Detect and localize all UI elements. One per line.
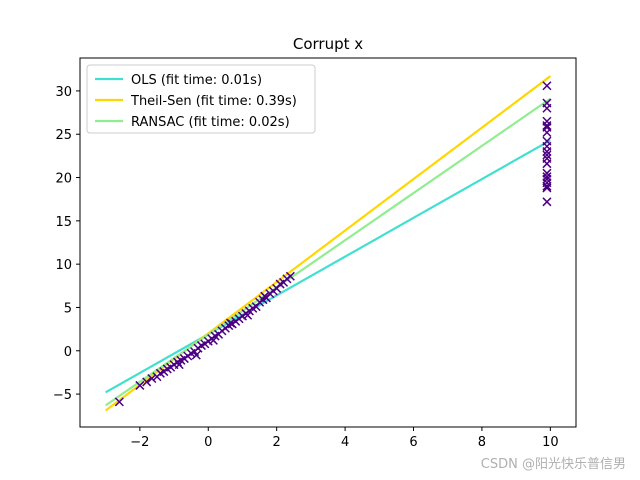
data-points bbox=[114, 81, 552, 407]
y-tick-label: 5 bbox=[64, 301, 72, 316]
fit-lines bbox=[104, 75, 552, 412]
y-tick-label: 0 bbox=[64, 345, 72, 360]
inlier-point bbox=[225, 318, 236, 328]
legend-label: Theil-Sen (fit time: 0.39s) bbox=[130, 94, 297, 109]
x-tick-label: 0 bbox=[204, 435, 212, 450]
y-tick-label: −5 bbox=[53, 388, 72, 403]
inlier-point bbox=[285, 271, 295, 281]
outlier-point bbox=[542, 181, 552, 191]
y-tick-label: 30 bbox=[55, 85, 72, 100]
legend-box bbox=[86, 64, 316, 134]
x-tick-label: 8 bbox=[478, 435, 486, 450]
outlier-point bbox=[542, 127, 552, 138]
plot-frame bbox=[79, 57, 577, 428]
inlier-point bbox=[191, 350, 201, 360]
outlier-point bbox=[542, 159, 552, 169]
outlier-point bbox=[542, 174, 552, 184]
x-axis-ticks: −2 0 2 4 6 8 10 bbox=[130, 427, 559, 450]
outlier-point bbox=[542, 81, 552, 91]
outlier-point bbox=[542, 147, 552, 157]
x-tick-label: 6 bbox=[409, 435, 417, 450]
inlier-point bbox=[260, 291, 270, 301]
legend: OLS (fit time: 0.01s) Theil-Sen (fit time… bbox=[86, 64, 316, 134]
inlier-point bbox=[147, 373, 157, 384]
outlier-point bbox=[542, 150, 552, 160]
x-tick-label: 4 bbox=[341, 435, 349, 450]
outlier-point bbox=[542, 103, 552, 113]
y-axis-ticks: −5 0 5 10 15 20 25 30 bbox=[53, 85, 80, 403]
x-tick-label: 10 bbox=[542, 435, 559, 450]
fit-line-ols bbox=[105, 139, 551, 394]
legend-label: RANSAC (fit time: 0.02s) bbox=[131, 115, 290, 130]
inlier-point bbox=[114, 397, 124, 407]
inlier-point bbox=[142, 377, 152, 387]
chart-title: Corrupt x bbox=[293, 35, 363, 53]
watermark-text: CSDN @阳光快乐普信男 bbox=[480, 457, 626, 472]
y-tick-label: 25 bbox=[55, 128, 72, 143]
fit-line-ransac bbox=[105, 97, 551, 407]
inlier-point bbox=[174, 360, 184, 370]
x-tick-label: −2 bbox=[130, 435, 149, 450]
y-tick-label: 10 bbox=[55, 258, 72, 273]
legend-label: OLS (fit time: 0.01s) bbox=[131, 73, 262, 88]
x-tick-label: 2 bbox=[273, 435, 281, 450]
outlier-point bbox=[542, 197, 552, 207]
inlier-point bbox=[243, 310, 253, 320]
y-tick-label: 20 bbox=[55, 172, 72, 187]
outlier-point bbox=[542, 183, 552, 193]
inlier-point bbox=[135, 380, 145, 390]
inlier-point bbox=[208, 335, 218, 345]
y-tick-label: 15 bbox=[55, 215, 72, 230]
outlier-point bbox=[542, 121, 552, 131]
